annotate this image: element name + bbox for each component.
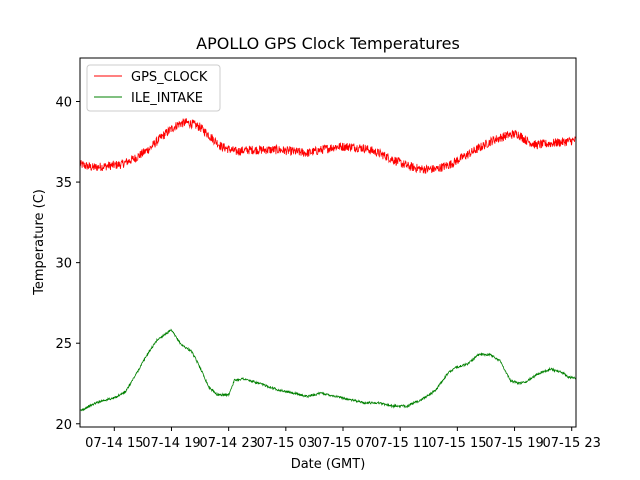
x-tick-label: 07-15 03: [257, 436, 315, 451]
chart-title: APOLLO GPS Clock Temperatures: [196, 34, 460, 53]
x-tick-label: 07-14 15: [85, 436, 143, 451]
series-layer: [79, 118, 577, 412]
plot-area: [79, 57, 577, 428]
x-tick-label: 07-14 19: [142, 436, 200, 451]
y-tick-label: 25: [55, 337, 72, 352]
y-axis-label: Temperature (C): [32, 189, 47, 296]
legend-label-ile-intake: ILE_INTAKE: [131, 91, 203, 106]
x-tick-label: 07-15 07: [314, 436, 372, 451]
y-tick-label: 20: [55, 418, 72, 433]
y-tick-label: 40: [55, 96, 72, 111]
series-line-ile-intake: [79, 328, 577, 412]
x-tick-label: 07-15 11: [371, 436, 429, 451]
legend-label-gps-clock: GPS_CLOCK: [131, 70, 208, 85]
x-tick-label: 07-15 15: [428, 436, 486, 451]
series-line-gps-clock: [79, 118, 577, 174]
x-axis-label: Date (GMT): [291, 457, 366, 472]
x-tick-label: 07-15 19: [485, 436, 543, 451]
plot-frame: [79, 57, 577, 428]
y-tick-label: 30: [55, 257, 72, 272]
plot-background: [80, 58, 576, 427]
y-axis: 20 25 30 35 40: [55, 96, 80, 433]
y-tick-label: 35: [55, 176, 72, 191]
legend: GPS_CLOCK ILE_INTAKE: [86, 64, 221, 112]
x-tick-label: 07-15 23: [542, 436, 600, 451]
x-tick-label: 07-14 23: [199, 436, 257, 451]
